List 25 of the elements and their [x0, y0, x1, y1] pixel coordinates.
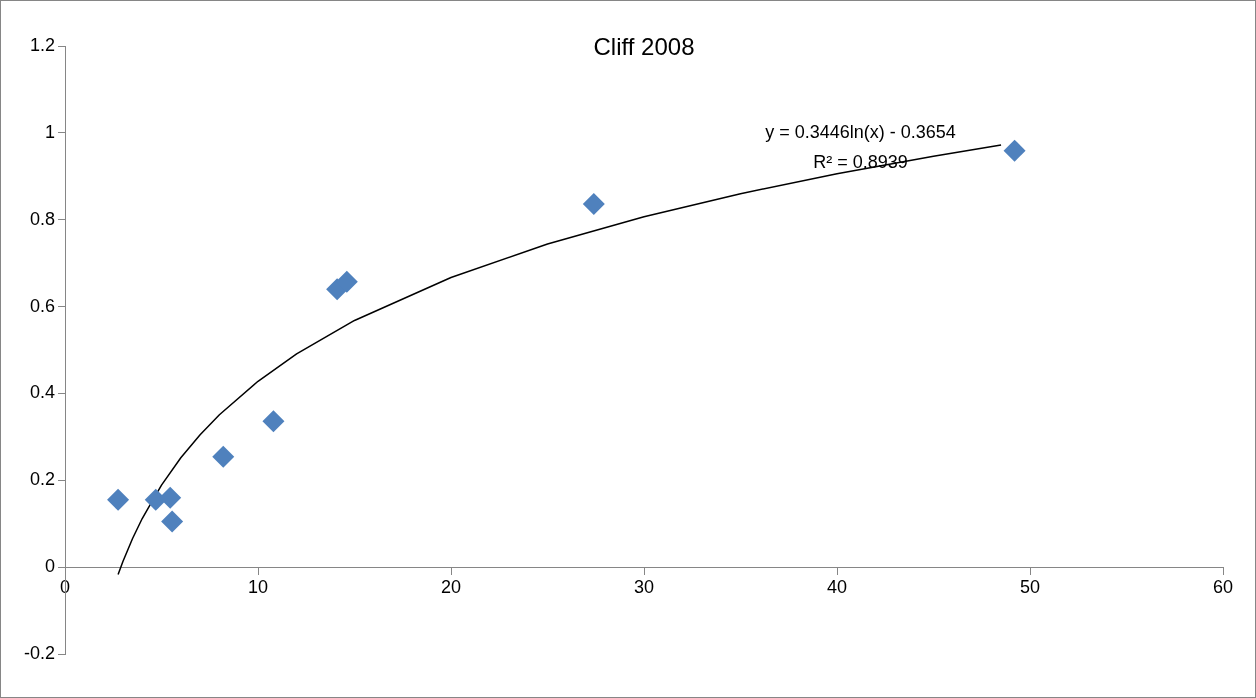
x-tick-label: 20	[441, 576, 462, 597]
point	[1003, 139, 1026, 162]
y-tick-label: 0	[45, 556, 56, 577]
point	[212, 445, 235, 468]
x-tick-label: 30	[633, 576, 655, 597]
x-tick-label: 60	[1212, 576, 1234, 597]
y-tick-label: -0.2	[23, 642, 56, 663]
y-tick-label: 1	[45, 121, 56, 142]
x-tick-label: 10	[248, 576, 269, 597]
point	[582, 193, 605, 216]
x-tick-label: 0	[60, 576, 71, 597]
y-tick-label: 0.2	[29, 469, 56, 490]
point	[107, 488, 130, 511]
y-tick-label: 0.4	[29, 382, 56, 403]
x-tick-label: 40	[826, 576, 848, 597]
y-tick-label: 1.2	[29, 34, 56, 55]
point	[262, 410, 285, 433]
y-tick-label: 0.6	[29, 295, 56, 316]
chart-title: Cliff 2008	[593, 32, 695, 60]
point	[161, 510, 184, 533]
x-tick-label: 50	[1019, 576, 1041, 597]
annotation: y = 0.3446ln(x) - 0.3654	[765, 121, 956, 142]
point	[159, 486, 182, 509]
y-tick-label: 0.8	[29, 208, 56, 229]
point	[335, 270, 358, 293]
